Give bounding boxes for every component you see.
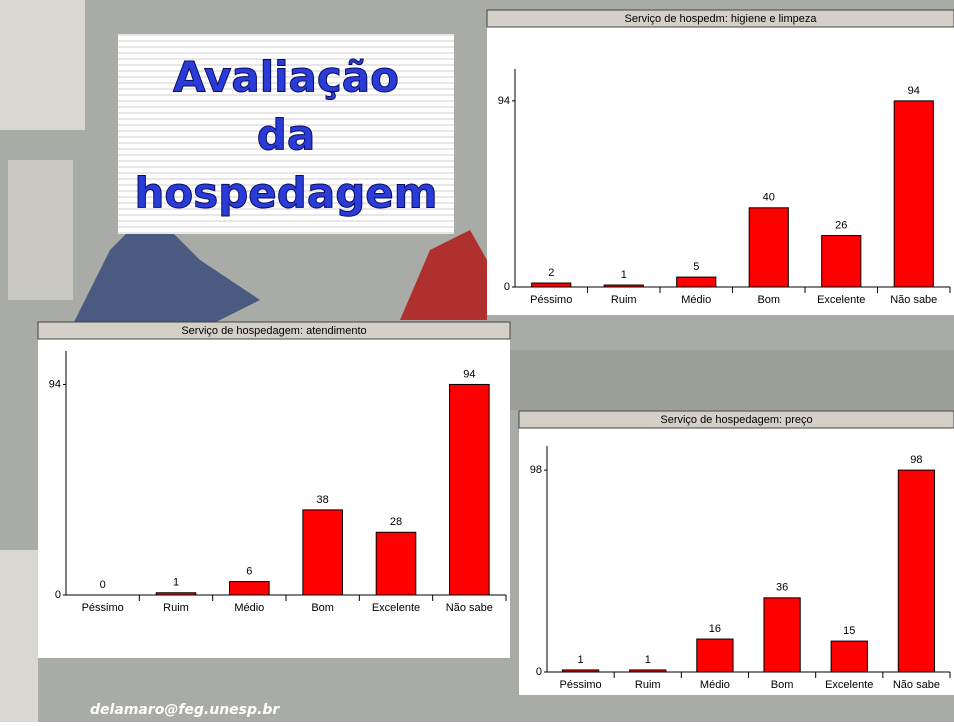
y-tick-label: 94 [498, 95, 510, 107]
x-tick-label: Ruim [611, 294, 637, 306]
bar [748, 207, 789, 288]
bar [449, 383, 490, 596]
x-tick-label: Médio [234, 602, 264, 614]
x-tick-label: Não sabe [446, 602, 493, 614]
x-tick-label: Bom [771, 679, 794, 691]
logo [8, 160, 73, 300]
x-tick-label: Péssimo [82, 602, 124, 614]
value-label: 98 [910, 454, 922, 466]
x-tick-label: Médio [700, 679, 730, 691]
chart-panel [519, 411, 954, 695]
x-tick-label: Bom [311, 602, 334, 614]
chart-title: Serviço de hospedm: higiene e limpeza [624, 13, 817, 25]
bar [229, 581, 270, 596]
value-label: 36 [776, 582, 788, 594]
x-tick-label: Ruim [635, 679, 661, 691]
corner-art [0, 550, 38, 722]
value-label: 6 [246, 565, 252, 577]
chart-title-bar [37, 321, 511, 340]
y-tick-label: 98 [530, 464, 542, 476]
x-tick-label: Médio [681, 294, 711, 306]
x-tick-label: Ruim [163, 602, 189, 614]
value-label: 28 [390, 516, 402, 528]
x-tick-label: Bom [757, 294, 780, 306]
bar [629, 669, 667, 673]
x-tick-label: Não sabe [890, 294, 937, 306]
bar [897, 469, 936, 673]
y-tick-label: 0 [536, 666, 542, 678]
x-tick-label: Excelente [817, 294, 865, 306]
value-label: 94 [463, 368, 475, 380]
x-tick-label: Excelente [372, 602, 420, 614]
footer-email: delamaro@feg.unesp.br [90, 702, 280, 718]
slide-title: Avaliação [173, 53, 399, 102]
bar [893, 100, 934, 288]
x-tick-label: Péssimo [559, 679, 601, 691]
bar [561, 669, 600, 673]
bar [676, 276, 717, 288]
bar [375, 531, 417, 596]
value-label: 16 [709, 623, 721, 635]
slide-title: da [257, 111, 315, 160]
star-decoration [400, 230, 487, 320]
bar [763, 597, 801, 673]
chart-title: Serviço de hospedagem: preço [660, 414, 812, 426]
bar [696, 638, 734, 673]
y-tick-label: 0 [55, 589, 61, 601]
bar [302, 509, 343, 596]
value-label: 0 [100, 579, 106, 591]
bar [821, 235, 862, 288]
value-label: 2 [548, 267, 554, 279]
value-label: 1 [645, 654, 651, 666]
chart-panel [487, 10, 954, 315]
y-tick-label: 94 [49, 378, 61, 390]
value-label: 26 [835, 219, 847, 231]
chart-title-bar [486, 9, 954, 28]
slide-title: hospedagem [134, 169, 437, 218]
x-tick-label: Excelente [825, 679, 873, 691]
x-tick-label: Não sabe [893, 679, 940, 691]
bar [830, 640, 868, 673]
bar [531, 282, 572, 288]
value-label: 5 [693, 261, 699, 273]
bar [603, 284, 644, 288]
background-panel [510, 350, 954, 410]
value-label: 1 [578, 654, 584, 666]
y-tick-label: 0 [504, 281, 510, 293]
chart-panel [38, 322, 510, 658]
x-tick-label: Péssimo [530, 294, 572, 306]
corner-art [0, 0, 85, 130]
value-label: 40 [763, 192, 775, 204]
bar [155, 592, 197, 596]
chart-title-bar [518, 410, 954, 429]
value-label: 15 [843, 625, 855, 637]
value-label: 1 [173, 577, 179, 589]
star-decoration [70, 210, 260, 330]
chart-title: Serviço de hospedagem: atendimento [181, 325, 366, 337]
value-label: 94 [908, 85, 920, 97]
value-label: 38 [317, 494, 329, 506]
title-box [118, 34, 454, 234]
value-label: 1 [621, 269, 627, 281]
